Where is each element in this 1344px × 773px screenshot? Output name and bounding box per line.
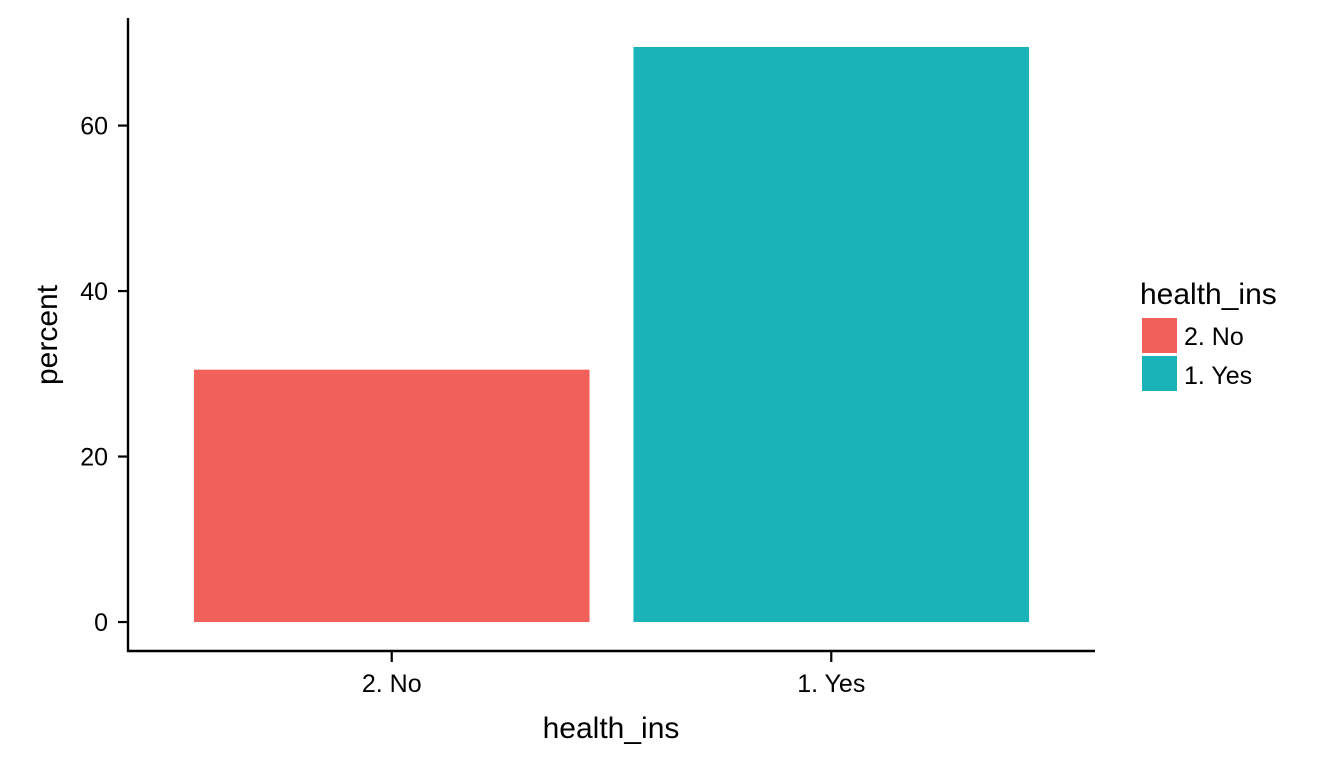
y-tick-label: 40: [80, 278, 108, 306]
bar-0: [193, 369, 590, 623]
y-tick-label: 20: [80, 444, 108, 472]
legend: health_ins 2. No 1. Yes: [1140, 278, 1277, 391]
legend-swatch-yes: [1142, 356, 1177, 391]
y-tick-label: 60: [80, 113, 108, 141]
y-axis-ticks: 0 20 40 60: [80, 113, 128, 637]
y-axis-title: percent: [31, 284, 64, 385]
legend-title: health_ins: [1140, 278, 1277, 311]
x-axis-ticks: 2. No 1. Yes: [362, 651, 865, 698]
x-tick-label: 2. No: [362, 670, 422, 698]
x-axis-title: health_ins: [543, 712, 680, 745]
y-tick-label: 0: [94, 609, 108, 637]
x-tick-label: 1. Yes: [797, 670, 865, 698]
bars-group: [193, 46, 1030, 623]
legend-label-yes: 1. Yes: [1184, 362, 1252, 390]
legend-label-no: 2. No: [1184, 323, 1244, 351]
legend-swatch-no: [1142, 318, 1177, 353]
bar-1: [633, 46, 1030, 623]
